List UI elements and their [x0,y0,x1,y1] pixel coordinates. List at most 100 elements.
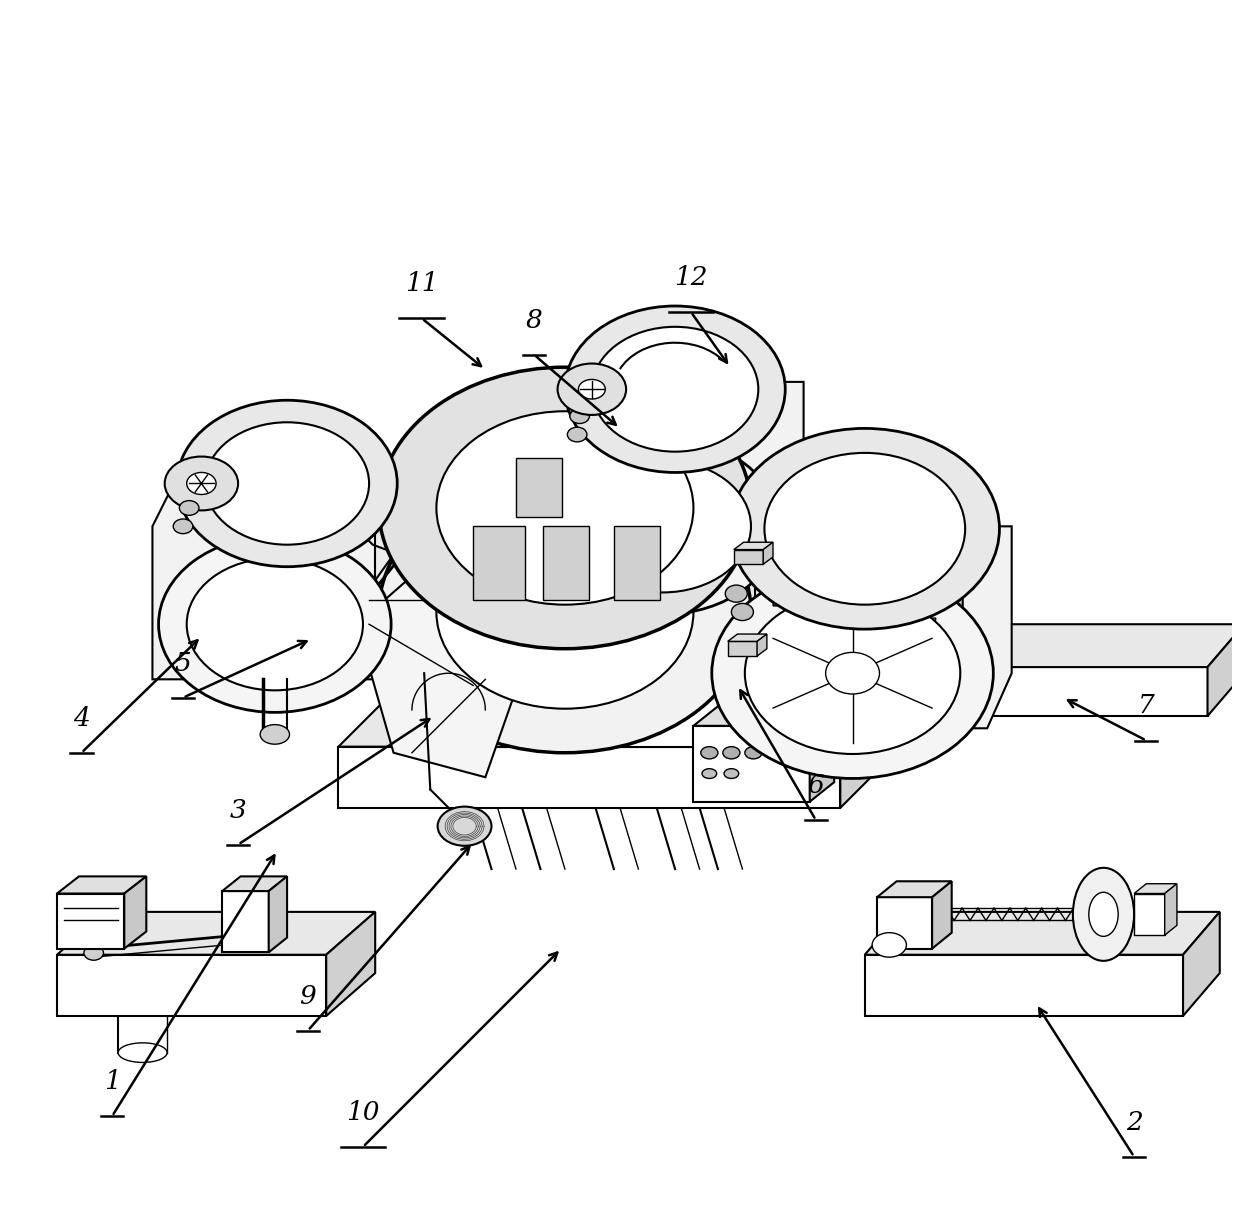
Polygon shape [718,526,1012,728]
Ellipse shape [558,364,626,415]
Text: 3: 3 [229,798,247,823]
Text: 10: 10 [346,1100,379,1125]
Ellipse shape [701,747,718,759]
Ellipse shape [477,663,505,683]
Polygon shape [923,558,950,602]
Polygon shape [614,624,639,673]
Polygon shape [801,577,934,596]
Ellipse shape [591,327,759,452]
Ellipse shape [187,558,363,690]
Polygon shape [153,477,422,679]
Polygon shape [1164,884,1177,935]
Polygon shape [758,634,766,656]
Ellipse shape [205,422,370,545]
Ellipse shape [764,453,965,605]
Polygon shape [357,581,520,777]
Polygon shape [1183,912,1220,1016]
Ellipse shape [702,769,717,778]
Polygon shape [737,655,779,747]
Polygon shape [614,526,661,600]
Text: 11: 11 [405,272,439,296]
Text: 2: 2 [1126,1110,1142,1135]
Ellipse shape [613,663,640,683]
Ellipse shape [84,946,103,961]
Polygon shape [728,641,758,656]
Polygon shape [864,955,1183,1016]
Ellipse shape [712,568,993,778]
Ellipse shape [436,515,693,709]
Polygon shape [269,876,288,952]
Ellipse shape [180,501,198,515]
Ellipse shape [745,592,960,754]
Polygon shape [572,627,595,676]
Ellipse shape [177,400,397,567]
Polygon shape [57,894,124,949]
Polygon shape [1135,894,1164,935]
Ellipse shape [1073,868,1135,961]
Polygon shape [474,526,525,600]
Polygon shape [785,596,962,621]
Polygon shape [810,706,835,802]
Polygon shape [932,596,962,667]
Text: 6: 6 [807,774,825,798]
Polygon shape [785,578,923,602]
Ellipse shape [547,438,779,614]
Polygon shape [743,624,1240,667]
Ellipse shape [872,933,906,957]
Ellipse shape [521,666,548,685]
Polygon shape [376,508,755,612]
Polygon shape [841,698,889,808]
Polygon shape [763,542,773,564]
Ellipse shape [379,471,751,753]
Polygon shape [57,876,146,894]
Ellipse shape [174,519,193,534]
Ellipse shape [436,411,693,605]
Text: 5: 5 [175,651,191,676]
Polygon shape [728,634,766,641]
Polygon shape [443,692,737,747]
Ellipse shape [379,367,751,649]
Polygon shape [908,502,930,541]
Ellipse shape [565,306,785,472]
Ellipse shape [159,536,391,712]
Polygon shape [339,747,841,808]
Polygon shape [909,577,934,627]
Polygon shape [828,502,930,519]
Polygon shape [543,526,589,600]
Ellipse shape [260,725,289,744]
Ellipse shape [745,747,763,759]
Polygon shape [877,897,932,949]
Polygon shape [785,558,950,578]
Polygon shape [57,955,326,1016]
Text: 7: 7 [1138,694,1154,718]
Polygon shape [864,912,1220,955]
Ellipse shape [578,379,605,399]
Ellipse shape [570,409,589,424]
Polygon shape [326,912,376,1016]
Polygon shape [57,912,376,955]
Polygon shape [339,698,889,747]
Ellipse shape [438,807,491,846]
Ellipse shape [732,603,754,621]
Ellipse shape [730,428,999,629]
Polygon shape [734,542,773,550]
Polygon shape [743,667,1208,716]
Text: 9: 9 [300,984,316,1009]
Polygon shape [785,621,932,667]
Polygon shape [222,876,288,891]
Text: 12: 12 [675,266,708,290]
Ellipse shape [723,747,740,759]
Polygon shape [693,706,835,726]
Ellipse shape [165,457,238,510]
Ellipse shape [118,1043,167,1062]
Polygon shape [693,726,810,802]
Text: 4: 4 [73,706,89,731]
Ellipse shape [725,585,748,602]
Text: 8: 8 [526,308,543,333]
Ellipse shape [568,427,587,442]
Polygon shape [932,881,952,949]
Polygon shape [522,627,547,676]
Polygon shape [516,458,563,517]
Polygon shape [773,539,936,569]
Ellipse shape [574,460,751,592]
